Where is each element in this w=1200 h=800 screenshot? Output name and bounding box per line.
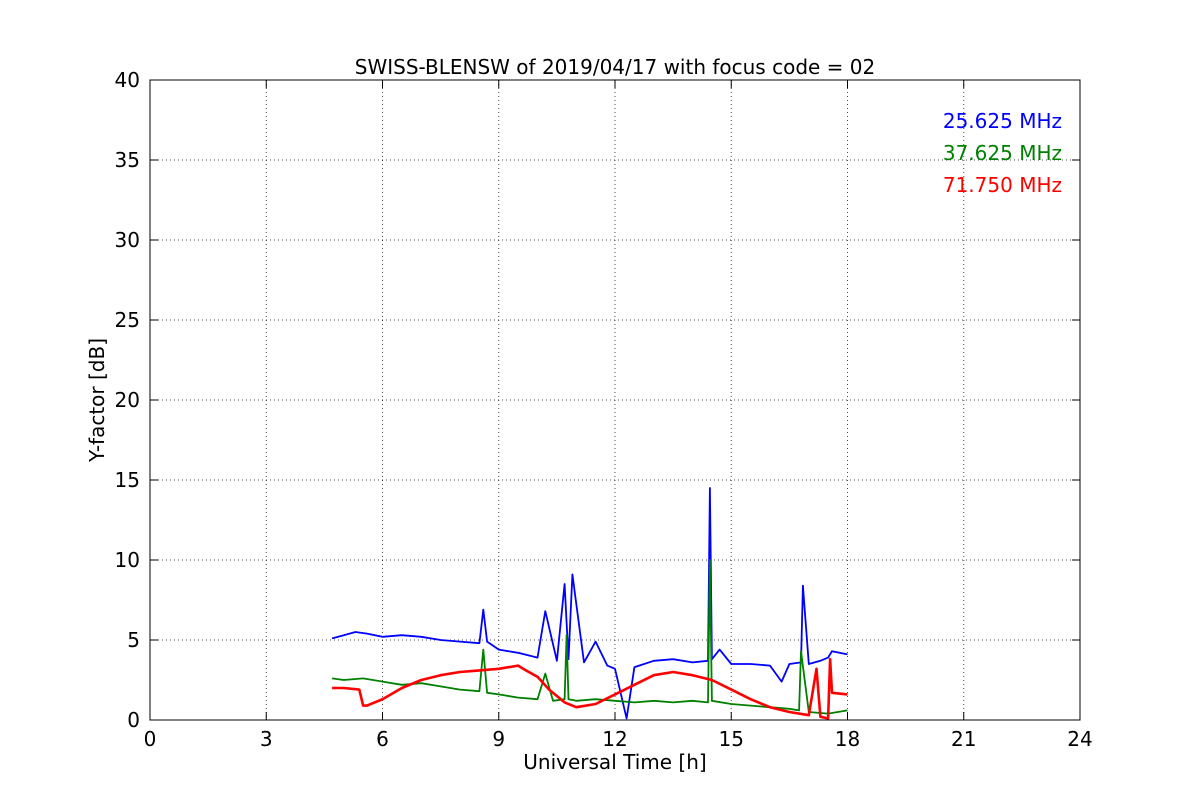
y-tick-label: 5 bbox=[127, 628, 140, 652]
axis-ticks bbox=[149, 79, 1081, 721]
y-tick-label: 30 bbox=[115, 228, 140, 252]
legend-entry-3: 71.750 MHz bbox=[943, 173, 1062, 197]
series-group bbox=[331, 487, 848, 720]
series-line-1 bbox=[331, 487, 848, 720]
x-tick-label: 21 bbox=[951, 727, 976, 751]
legend: 25.625 MHz 37.625 MHz 71.750 MHz bbox=[943, 109, 1062, 197]
y-tick-label: 40 bbox=[115, 68, 140, 92]
x-tick-label: 18 bbox=[835, 727, 860, 751]
series-line-3 bbox=[332, 657, 848, 720]
x-tick-label: 6 bbox=[376, 727, 389, 751]
x-tick-label: 24 bbox=[1067, 727, 1092, 751]
x-tick-label: 15 bbox=[719, 727, 744, 751]
x-tick-label: 0 bbox=[144, 727, 157, 751]
x-tick-labels: 0 3 6 9 12 15 18 21 24 bbox=[144, 727, 1093, 751]
x-axis-label: Universal Time [h] bbox=[523, 750, 706, 774]
y-tick-label: 15 bbox=[115, 468, 140, 492]
y-tick-label: 20 bbox=[115, 388, 140, 412]
y-tick-label: 25 bbox=[115, 308, 140, 332]
chart-title: SWISS-BLENSW of 2019/04/17 with focus co… bbox=[355, 55, 876, 79]
y-tick-labels: 0 5 10 15 20 25 30 35 40 bbox=[115, 68, 140, 732]
x-tick-label: 3 bbox=[260, 727, 273, 751]
y-tick-label: 35 bbox=[115, 148, 140, 172]
legend-entry-2: 37.625 MHz bbox=[943, 141, 1062, 165]
grid-lines bbox=[150, 80, 1080, 720]
x-tick-label: 12 bbox=[602, 727, 627, 751]
legend-entry-1: 25.625 MHz bbox=[943, 109, 1062, 133]
y-axis-label: Y-factor [dB] bbox=[85, 338, 109, 463]
x-tick-label: 9 bbox=[492, 727, 505, 751]
y-tick-label: 10 bbox=[115, 548, 140, 572]
y-tick-label: 0 bbox=[127, 708, 140, 732]
